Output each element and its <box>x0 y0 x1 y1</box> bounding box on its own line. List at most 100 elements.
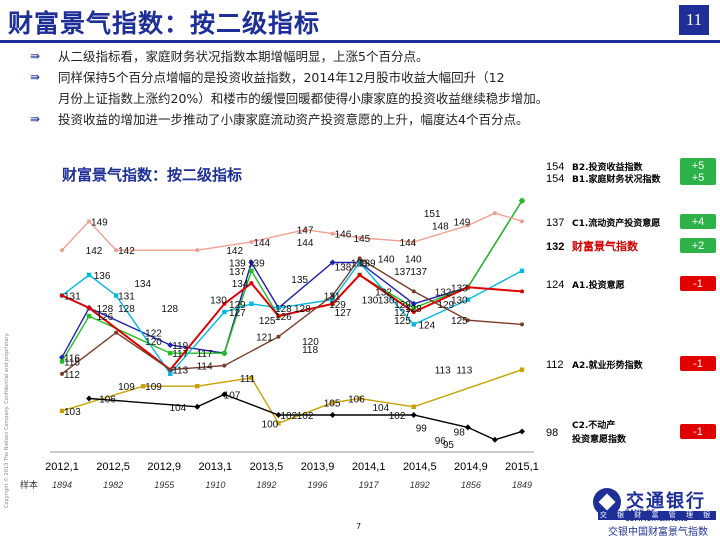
legend-series-name: A1.投资意愿 <box>572 279 625 291</box>
data-point-A2 <box>330 400 335 405</box>
x-tick-label: 2013,1 <box>199 461 233 473</box>
series-line-prior <box>61 212 523 251</box>
title-divider <box>0 40 720 43</box>
x-tick-label: 2012,5 <box>96 461 130 473</box>
data-label: 140 <box>378 254 395 265</box>
data-label: 140 <box>405 254 422 265</box>
data-point-B1 <box>222 351 227 356</box>
data-label: 103 <box>64 407 81 418</box>
data-label: 105 <box>324 399 341 410</box>
bullet-text: 同样保持5个百分点增幅的是投资收益指数，2014年12月股市收益大幅回升（12 <box>58 70 505 85</box>
sample-axis-label: 样本 <box>20 479 38 491</box>
data-point-A2 <box>59 408 65 414</box>
data-point-C2 <box>194 403 201 410</box>
sample-size-label: 1849 <box>512 480 532 490</box>
bullet-item: ⇛ 从二级指标看，家庭财务状况指数本期增幅明显，上涨5个百分点。 <box>30 46 710 67</box>
x-tick-label: 2013,5 <box>250 461 284 473</box>
data-label: 120 <box>145 337 162 348</box>
data-point-B2 <box>248 259 255 266</box>
legend-series-name: B1.家庭财务状况指数 <box>572 173 662 185</box>
data-label: 137 <box>410 267 427 278</box>
data-point-B2 <box>167 341 174 348</box>
data-label: 99 <box>416 423 428 434</box>
legend-last-value: 137 <box>546 217 564 229</box>
data-point-main <box>357 272 362 277</box>
data-label: 116 <box>64 353 80 364</box>
data-label: 149 <box>91 217 108 228</box>
legend-series-name: 财富景气指数 <box>571 239 639 253</box>
data-label: 125 <box>259 316 276 327</box>
data-point-prior <box>195 248 200 253</box>
data-label: 98 <box>454 428 466 439</box>
change-badge <box>680 276 716 291</box>
data-point-prior <box>87 219 92 224</box>
bullet-marker-icon: ⇛ <box>30 49 41 63</box>
data-label: 117 <box>172 349 188 360</box>
data-point-C1 <box>357 260 362 265</box>
data-label: 139 <box>229 259 246 270</box>
series-line-C1 <box>61 261 523 375</box>
data-point-B1 <box>59 359 65 364</box>
data-label: 131 <box>118 292 135 303</box>
slide-title: 财富景气指数：按二级指标 <box>8 9 321 38</box>
slogan-bar: 交 银 财 富 管 理 银 行 <box>598 511 716 528</box>
data-point-C1 <box>222 309 227 315</box>
data-label: 128 <box>405 304 422 315</box>
change-badge <box>680 424 716 439</box>
data-label: 131 <box>324 292 341 303</box>
data-label: 128 <box>275 304 292 315</box>
bullet-text: 投资收益的增加进一步推动了小康家庭流动资产投资意愿的上升，幅度达4个百分点。 <box>58 112 529 127</box>
data-label: 129 <box>437 300 454 311</box>
data-label: 126 <box>275 312 292 323</box>
data-point-main <box>465 285 470 290</box>
sample-size-label: 1910 <box>205 480 225 490</box>
data-label: 130 <box>362 296 379 307</box>
data-label: 127 <box>394 308 411 319</box>
data-label: 129 <box>394 300 411 311</box>
data-point-main <box>60 293 64 298</box>
data-label: 133 <box>451 283 468 294</box>
data-point-main <box>411 310 416 314</box>
series-line-A1 <box>61 257 523 375</box>
data-point-C2 <box>275 412 282 419</box>
data-point-prior <box>114 248 119 253</box>
data-label: 135 <box>291 275 308 286</box>
data-label: 134 <box>232 279 249 290</box>
legend-last-value: 112 <box>546 359 564 371</box>
data-point-A2 <box>195 383 200 389</box>
data-label: 137 <box>394 267 411 278</box>
x-tick-label: 2014,9 <box>454 461 488 473</box>
sample-size-label: 1892 <box>256 480 276 490</box>
data-point-A1 <box>411 289 416 294</box>
sample-size-label: 1856 <box>461 480 481 490</box>
data-label: 128 <box>96 304 113 315</box>
data-point-prior <box>465 223 470 228</box>
data-label: 134 <box>134 279 151 290</box>
data-label: 148 <box>432 221 449 232</box>
data-label: 130 <box>451 296 468 307</box>
data-point-B1 <box>249 268 254 273</box>
change-badge <box>680 238 716 253</box>
data-label: 128 <box>118 304 135 315</box>
data-point-A1 <box>60 371 64 376</box>
data-point-prior <box>492 211 497 216</box>
data-point-B1 <box>86 313 92 319</box>
sample-size-label: 1982 <box>103 480 123 490</box>
data-label: 109 <box>145 382 162 393</box>
data-label: 117 <box>197 349 213 360</box>
data-point-C1 <box>330 297 335 302</box>
change-badge-value: +5 <box>692 172 705 184</box>
sample-size-label: 1894 <box>52 480 72 490</box>
data-label: 100 <box>262 419 279 430</box>
data-point-prior <box>60 248 64 253</box>
data-label: 96 <box>435 436 447 447</box>
sample-size-label: 1955 <box>154 480 175 490</box>
data-point-main <box>520 289 524 294</box>
data-point-prior <box>330 231 335 236</box>
bullet-text: 月份上证指数上涨约20%）和楼市的缓慢回暖都使得小康家庭的投资收益继续稳步增加。 <box>58 91 549 106</box>
data-point-A2 <box>140 383 146 389</box>
data-label: 113 <box>435 366 451 377</box>
data-point-main <box>222 301 227 306</box>
legend-name-line: 投资意愿指数 <box>572 433 627 445</box>
